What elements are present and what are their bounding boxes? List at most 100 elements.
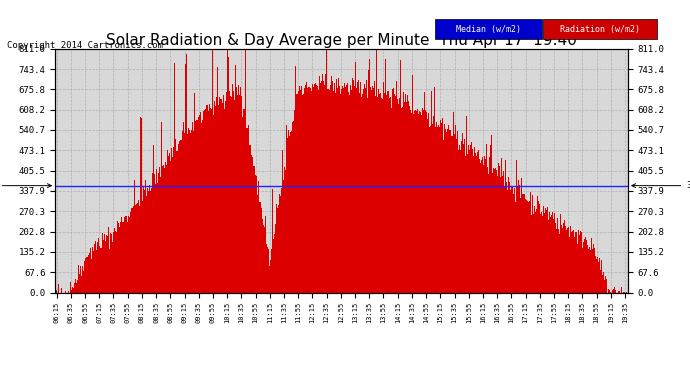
Bar	[414, 104, 415, 292]
Bar	[304, 88, 305, 292]
Bar	[107, 228, 108, 292]
Title: Solar Radiation & Day Average per Minute  Thu Apr 17  19:40: Solar Radiation & Day Average per Minute…	[106, 33, 577, 48]
Bar	[463, 141, 464, 292]
Bar	[144, 190, 145, 292]
Bar	[464, 139, 465, 292]
Bar	[105, 236, 106, 292]
Bar	[447, 129, 448, 292]
Bar	[234, 100, 235, 292]
Bar	[534, 205, 535, 292]
Bar	[303, 94, 304, 292]
Bar	[405, 94, 406, 292]
Bar	[477, 153, 478, 292]
Bar	[159, 167, 160, 292]
Bar	[242, 117, 243, 292]
Bar	[155, 184, 156, 292]
Bar	[478, 150, 479, 292]
Bar	[505, 160, 506, 292]
Bar	[176, 149, 177, 292]
Bar	[74, 284, 75, 292]
Bar	[347, 83, 348, 292]
Bar	[520, 198, 521, 292]
Bar	[104, 234, 105, 292]
Bar	[375, 96, 376, 292]
Bar	[535, 212, 536, 292]
Bar	[115, 231, 116, 292]
Bar	[140, 117, 141, 292]
Bar	[493, 168, 494, 292]
Bar	[142, 201, 143, 292]
Bar	[334, 83, 335, 292]
Bar	[515, 202, 516, 292]
Bar	[486, 144, 487, 292]
Bar	[156, 159, 157, 292]
Bar	[452, 136, 453, 292]
Bar	[500, 177, 501, 292]
Bar	[600, 268, 601, 292]
Bar	[271, 249, 272, 292]
Bar	[441, 131, 442, 292]
Bar	[255, 175, 256, 292]
Bar	[330, 85, 331, 292]
Bar	[467, 154, 468, 292]
Bar	[221, 102, 223, 292]
Bar	[125, 216, 126, 292]
Bar	[314, 84, 315, 292]
Bar	[584, 239, 585, 292]
Bar	[326, 50, 327, 292]
Bar	[193, 131, 194, 292]
Bar	[124, 216, 125, 292]
Bar	[369, 59, 370, 292]
Bar	[550, 217, 551, 292]
Bar	[168, 164, 169, 292]
Bar	[262, 219, 263, 292]
Bar	[239, 89, 240, 292]
Bar	[116, 232, 117, 292]
Bar	[170, 151, 171, 292]
Bar	[358, 80, 359, 292]
Bar	[602, 264, 603, 292]
Bar	[416, 111, 417, 292]
Bar	[65, 291, 66, 292]
Bar	[212, 46, 213, 292]
Bar	[167, 150, 168, 292]
Bar	[424, 92, 425, 292]
Bar	[219, 104, 220, 292]
Bar	[188, 128, 189, 292]
Bar	[215, 106, 216, 292]
Bar	[306, 82, 307, 292]
Bar	[415, 110, 416, 292]
Bar	[431, 92, 432, 292]
Bar	[94, 244, 95, 292]
Bar	[191, 129, 192, 292]
Bar	[260, 202, 261, 292]
Bar	[171, 148, 172, 292]
Bar	[149, 186, 150, 292]
Bar	[199, 115, 200, 292]
Bar	[95, 241, 96, 292]
Bar	[213, 115, 214, 292]
Bar	[100, 248, 101, 292]
Bar	[235, 64, 236, 292]
Bar	[261, 208, 262, 292]
Bar	[323, 90, 324, 292]
Bar	[457, 140, 458, 292]
Bar	[340, 94, 341, 292]
Bar	[543, 207, 544, 292]
Bar	[511, 186, 512, 292]
Bar	[495, 168, 496, 292]
Bar	[585, 237, 586, 292]
Bar	[523, 194, 524, 292]
Bar	[209, 104, 210, 292]
Bar	[317, 86, 318, 292]
Bar	[233, 91, 234, 292]
Bar	[345, 92, 346, 292]
Bar	[126, 217, 128, 292]
Bar	[549, 212, 550, 292]
Bar	[470, 145, 471, 292]
Bar	[189, 130, 190, 292]
Bar	[120, 222, 121, 292]
Bar	[504, 170, 505, 292]
FancyBboxPatch shape	[543, 19, 657, 39]
Bar	[205, 92, 206, 292]
